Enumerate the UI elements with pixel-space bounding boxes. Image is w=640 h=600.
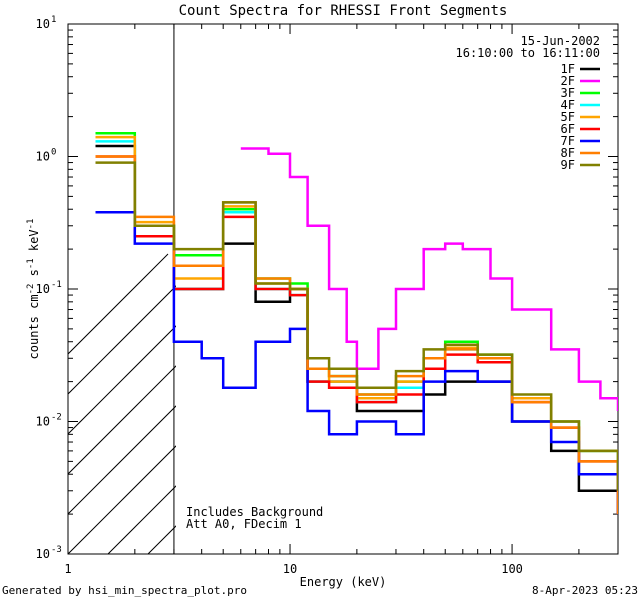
legend-label-8F: 8F <box>561 146 575 160</box>
series-line-9F <box>95 161 618 491</box>
hatch-stroke <box>468 254 640 554</box>
time-range-label: 16:10:00 to 16:11:00 <box>456 46 601 60</box>
hatch-stroke <box>107 485 176 554</box>
legend-label-3F: 3F <box>561 86 575 100</box>
legend-label-7F: 7F <box>561 134 575 148</box>
hatch-stroke <box>548 254 640 554</box>
series-layer <box>95 131 618 515</box>
legend-label-2F: 2F <box>561 74 575 88</box>
footer-timestamp: 8-Apr-2023 05:23 <box>532 584 638 597</box>
hatch-stroke <box>508 254 640 554</box>
hatch-stroke <box>68 325 176 435</box>
hatch-stroke <box>388 254 640 554</box>
y-axis-label-exp2: -1 <box>26 258 36 269</box>
series-line-7F <box>95 210 618 515</box>
legend-label-9F: 9F <box>561 158 575 172</box>
hatch-stroke <box>68 445 176 554</box>
hatch-stroke <box>628 254 640 554</box>
annotation-background: Includes Background <box>186 505 323 519</box>
y-tick-label: 10 <box>36 150 50 164</box>
annotation-attenuator: Att A0, FDecim 1 <box>186 517 302 531</box>
hatch-stroke <box>348 254 640 554</box>
y-tick-exponent: 0 <box>51 148 56 158</box>
y-tick-label: 10 <box>36 547 50 561</box>
series-line-2F <box>240 147 618 411</box>
hatch-stroke <box>68 253 169 355</box>
y-axis-label-mid: s <box>27 269 41 283</box>
y-tick-label: 10 <box>36 282 50 296</box>
x-axis-label: Energy (keV) <box>300 575 387 589</box>
y-axis-label-base: counts cm <box>27 294 41 359</box>
y-axis-label-exp1: -2 <box>26 284 36 295</box>
x-tick-label: 100 <box>501 562 523 576</box>
legend-label-1F: 1F <box>561 62 575 76</box>
shaded-region-hatch <box>68 253 640 554</box>
y-tick-exponent: -3 <box>51 545 62 555</box>
hatch-stroke <box>588 254 640 554</box>
y-axis-label-end: keV <box>27 229 41 258</box>
hatch-stroke <box>428 254 640 554</box>
y-tick-exponent: -2 <box>51 413 62 423</box>
legend-label-4F: 4F <box>561 98 575 112</box>
y-tick-exponent: -1 <box>51 280 62 290</box>
y-axis-label: counts cm-2 s-1 keV-1 <box>26 219 41 360</box>
y-tick-exponent: 1 <box>51 15 56 25</box>
x-tick-label: 10 <box>283 562 297 576</box>
y-axis-label-exp3: -1 <box>26 219 36 230</box>
chart-title: Count Spectra for RHESSI Front Segments <box>179 3 508 19</box>
hatch-stroke <box>308 254 608 554</box>
y-tick-label: 10 <box>36 415 50 429</box>
hatch-stroke <box>68 285 176 395</box>
date-label: 15-Jun-2002 <box>521 34 600 48</box>
x-tick-label: 1 <box>64 562 71 576</box>
footer-generated-by: Generated by hsi_min_spectra_plot.pro <box>2 584 247 597</box>
legend-label-5F: 5F <box>561 110 575 124</box>
y-tick-label: 10 <box>36 17 50 31</box>
hatch-stroke <box>68 405 176 515</box>
hatch-stroke <box>68 365 176 475</box>
legend-label-6F: 6F <box>561 122 575 136</box>
